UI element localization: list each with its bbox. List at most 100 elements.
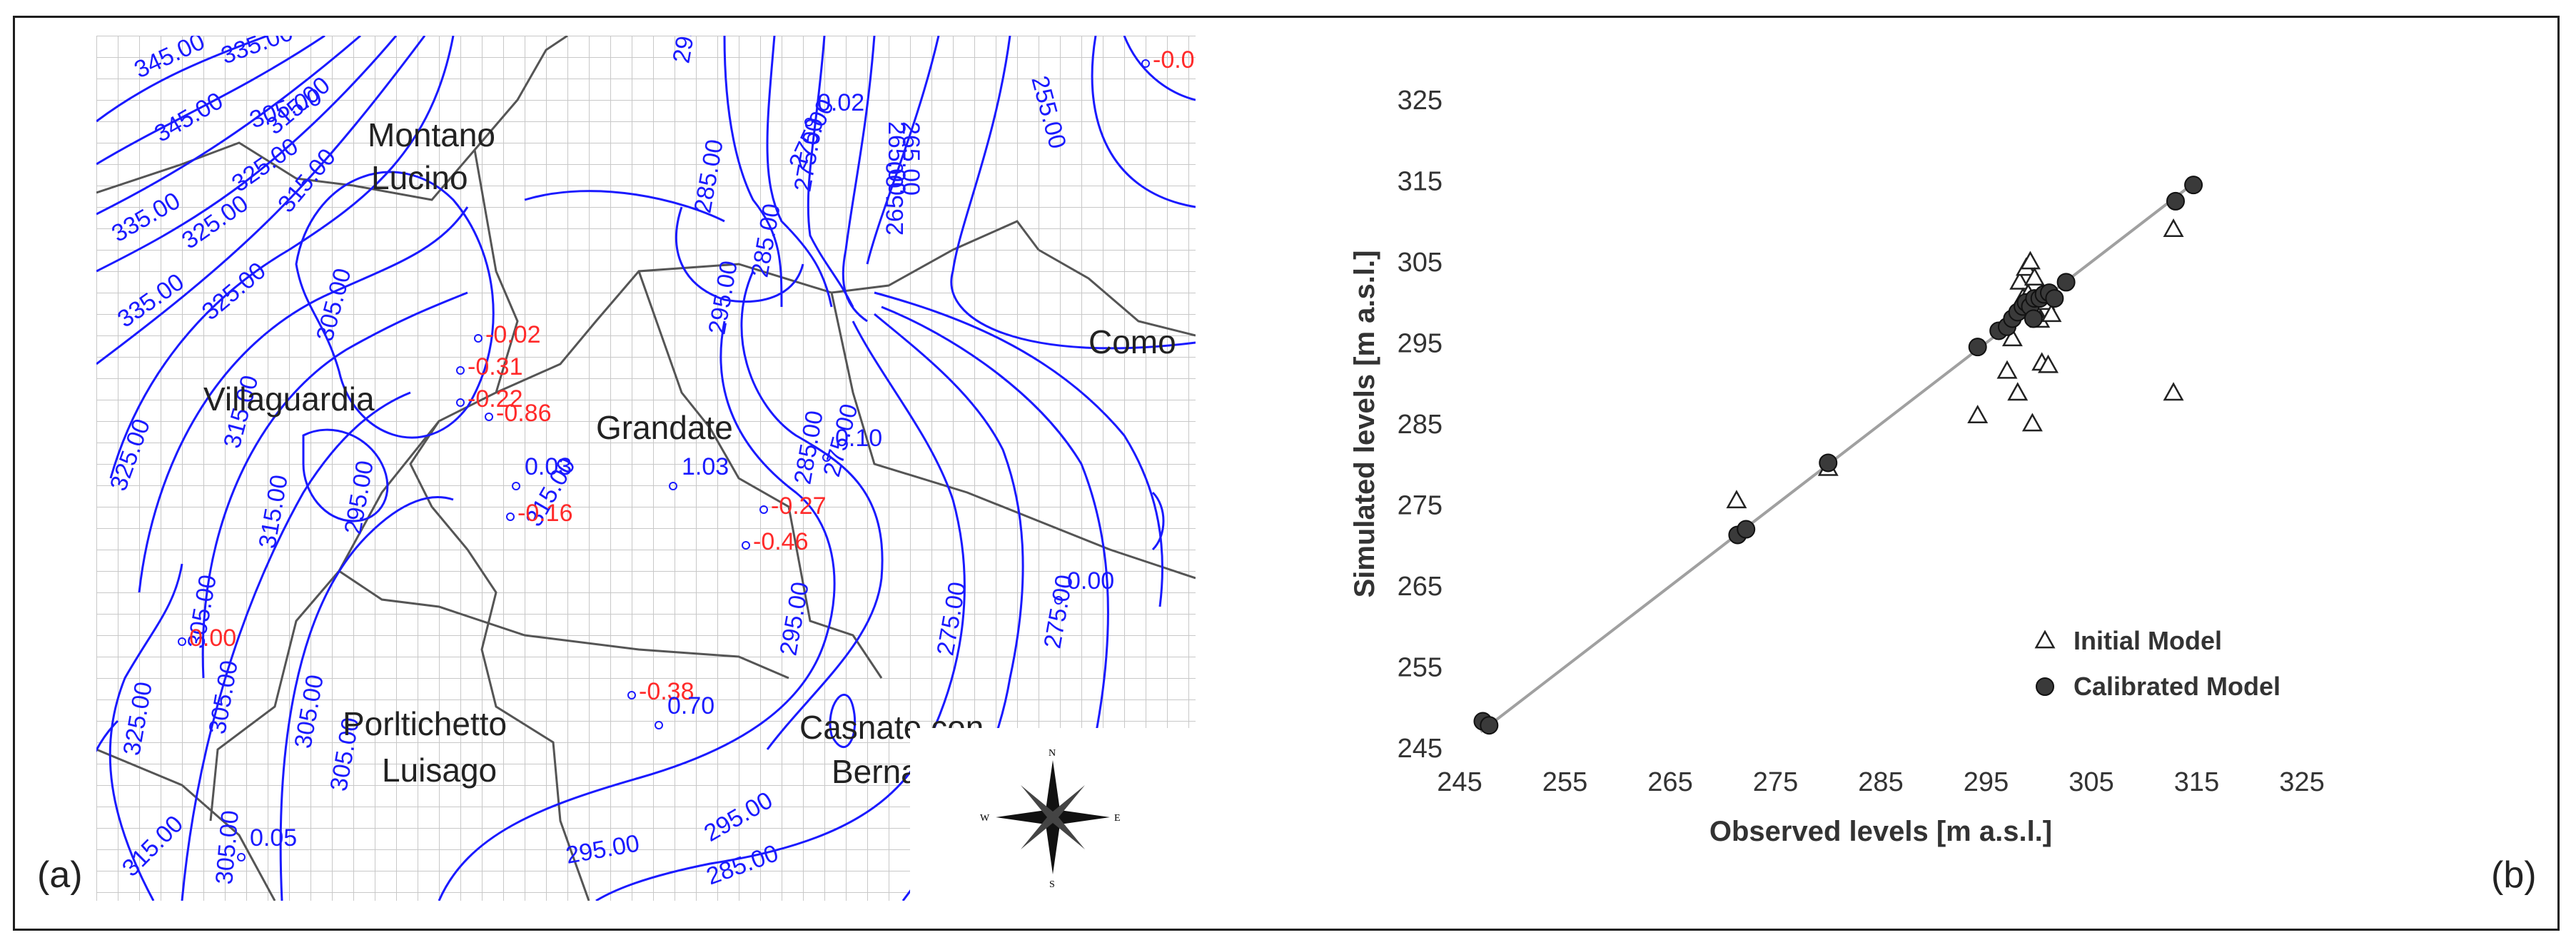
initial-model-point [1967,405,1989,423]
residual-negative: -0.16 [517,500,573,527]
well-marker [456,398,465,407]
x-tick-label: 315 [2174,767,2219,797]
initial-model-point [2007,382,2029,401]
compass-rose-icon: N S E W [980,748,1121,890]
contour-label: 265.00 [897,121,924,196]
x-tick-label: 295 [1964,767,2009,797]
x-tick-label: 265 [1647,767,1692,797]
residual-negative: -0.31 [468,353,523,380]
calibrated-model-point [1968,338,1987,357]
town-label: Luisago [382,752,497,789]
calibrated-model-point [2024,309,2043,328]
legend-label: Initial Model [2074,626,2222,655]
x-tick-label: 305 [2069,767,2113,797]
observation-wells [178,59,1150,861]
initial-model-point [2038,354,2059,373]
residual-negative: -0.46 [753,528,809,555]
piezometric-contours [96,36,1196,901]
residual-negative: -0.05 [1153,46,1196,74]
initial-model-point [2001,328,2023,347]
y-tick-label: 295 [1398,329,1443,359]
contour-label: 265.00 [882,161,909,236]
well-marker [627,691,636,699]
residual-positive: 0.70 [667,692,714,719]
legend-marker-calibrated [2036,677,2054,696]
well-marker [178,637,186,646]
calibrated-model-point [2056,273,2076,292]
initial-model-point [1726,490,1747,509]
y-tick-label: 285 [1398,410,1443,440]
calibrated-model-point [2184,176,2203,195]
legend-label: Calibrated Model [2074,672,2280,701]
x-tick-label: 245 [1437,767,1482,797]
y-tick-label: 275 [1398,491,1443,521]
well-marker [669,482,677,490]
well-marker [804,118,813,126]
y-tick-label: 325 [1398,86,1443,116]
calibrated-model-point [2166,191,2185,211]
residual-negative: -0.27 [771,492,827,520]
initial-model-point [2024,267,2045,286]
initial-model-point [2019,251,2041,270]
well-marker [474,334,483,343]
well-marker [759,505,768,514]
y-axis-label: Simulated levels [m a.s.l.] [1349,251,1380,598]
town-label: Porltichetto [343,705,507,742]
initial-model-point [2041,303,2062,323]
well-marker [485,413,493,421]
y-tick-label: 315 [1398,167,1443,197]
one-to-one-line [1480,179,2198,733]
residual-positive: 0.05 [250,824,297,852]
calibrated-model-point [1480,716,1499,735]
residual-negative: -0.02 [485,321,541,348]
town-label: Lucino [371,159,468,196]
residual-negative: -0.22 [468,385,523,413]
compass-s: S [1049,879,1055,890]
contour-label: 305.00 [211,809,244,886]
compass-n: N [1049,748,1056,759]
initial-model-point [2163,382,2184,401]
well-marker [506,512,515,521]
initial-model-point [2163,218,2184,237]
figure-frame [13,16,2560,931]
compass-e: E [1114,813,1121,824]
calibrated-model-point [1737,520,1756,539]
compass-w: W [980,813,990,824]
town-label: Villaguardia [203,380,375,418]
initial-model-point [1996,360,2018,379]
legend-marker-initial [2034,630,2056,649]
well-marker [237,853,246,861]
scatter-chart: 245 255 265 275 285 295 305 315 325 325 315 305 295 2… [1349,86,2325,847]
contour-label: 265.00 [883,121,910,196]
well-marker [1141,59,1150,68]
municipal-boundaries [96,36,1196,901]
well-marker [742,541,750,550]
well-marker [655,721,663,729]
y-tick-label: 245 [1398,734,1443,764]
residual-negative: 0.00 [189,625,236,652]
residual-labels: -0.05 -0.02 -0.31 -0.22-0.86 -0.16 -0.27 -0.46… [189,46,1196,852]
town-label: Como [1089,323,1176,360]
town-labels: Montano Lucino Villaguardia Grandate Como Por… [203,116,1176,790]
panel-label-a: (a) [37,854,83,896]
well-marker [1054,596,1063,605]
y-tick-label: 305 [1398,248,1443,278]
residual-negative: -0.86 [496,400,552,427]
initial-model-point [2021,413,2043,432]
calibrated-model-point [1819,453,1838,473]
x-tick-label: 285 [1858,767,1903,797]
panel-label-b: (b) [2491,854,2537,896]
x-tick-label: 325 [2279,767,2324,797]
residual-positive: 1.03 [682,453,729,480]
residual-positive: 0.10 [835,425,882,452]
residual-positive: 0.00 [1067,567,1114,595]
initial-model-point [2009,271,2031,290]
x-axis-label: Observed levels [m a.s.l.] [1709,816,2052,847]
residual-negative: -0.38 [639,678,694,705]
y-tick-label: 265 [1398,572,1443,602]
well-marker [822,453,831,462]
well-marker [456,366,465,375]
town-label: Montano [368,116,495,153]
y-tick-label: 255 [1398,653,1443,683]
